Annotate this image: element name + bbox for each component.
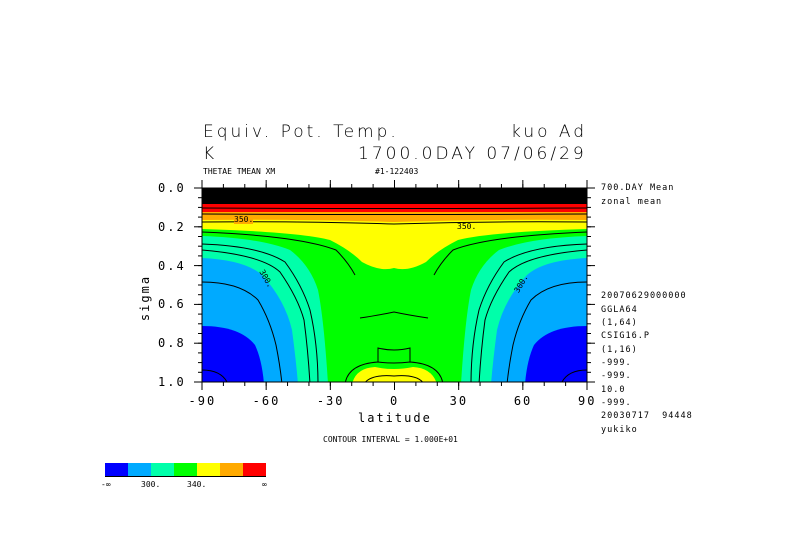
y-tick-label: 0.8 [158,336,186,351]
y-tick-label: 0.4 [158,258,186,273]
y-tick-label: 0.0 [158,181,186,195]
colorbar-label: ∞ [262,480,267,489]
x-tick-label: 0 [390,394,400,408]
contour-interval: CONTOUR INTERVAL = 1.000E+01 [323,435,458,444]
x-tick-label: 60 [513,394,533,408]
side-info-line: CSIG16.P [601,331,650,341]
time-label: 1700.0DAY 07/06/29 [358,144,587,164]
colorbar-swatch [105,463,128,477]
y-tick-label: 1.0 [158,375,186,389]
x-tick-label: 30 [449,394,469,408]
y-tick-label: 0.2 [158,219,186,234]
side-info-line: -999. [601,358,632,368]
side-info-line: (1,16) [601,345,638,355]
side-info-line: GGLA64 [601,305,638,315]
side-info-line: -999. [601,371,632,381]
colorbar-swatch [151,463,174,477]
side-info-line: 700.DAY Mean [601,183,675,193]
x-tick-label: 90 [578,394,597,408]
colorbar [105,463,266,477]
side-info-line: yukiko [601,425,638,435]
colorbar-swatch [243,463,266,477]
bottom-yellow-blob [352,367,437,382]
colorbar-swatch [128,463,151,477]
x-tick-label: -90 [188,394,217,408]
units: K [203,144,218,164]
run-id: #1-122403 [375,167,419,176]
x-axis-label: latitude [358,411,432,425]
title-left: Equiv. Pot. Temp. [203,122,399,142]
contour-label: 350. [457,222,477,231]
x-tick-label: -30 [316,394,345,408]
x-tick-label: -60 [252,394,281,408]
side-info-line: zonal mean [601,197,663,207]
colorbar-label: -∞ [101,480,111,489]
side-info-line: 10.0 [601,385,626,395]
side-info-line: (1,64) [601,318,638,328]
colorbar-label: 340. [187,480,207,489]
variable-label: THETAE TMEAN XM [203,167,276,176]
side-info-line: 20070629000000 [601,291,687,301]
y-tick-label: 0.6 [158,297,186,312]
y-axis-label: sigma [138,274,153,322]
colorbar-swatch [174,463,197,477]
contour-label: 350. [234,215,254,224]
colorbar-swatch [197,463,220,477]
colorbar-swatch [220,463,243,477]
side-info-line: 20030717 94448 [601,411,693,421]
colorbar-label: 300. [141,480,161,489]
title-right: kuo Ad [511,122,588,142]
side-info-line: -999. [601,398,632,408]
